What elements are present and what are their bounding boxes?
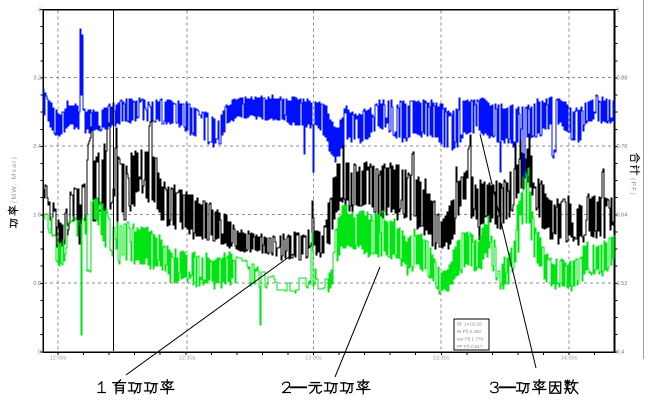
- svg-text:0.76: 0.76: [617, 144, 628, 150]
- svg-text:Bf: 14:02:28: Bf: 14:02:28: [457, 322, 482, 327]
- svg-text:(PF): (PF): [630, 178, 637, 196]
- svg-text:0: 0: [38, 350, 41, 356]
- svg-text:13:30s: 13:30s: [433, 356, 450, 362]
- svg-text:12:30s: 12:30s: [179, 356, 196, 362]
- svg-text:PF Ff) 0.817: PF Ff) 0.817: [457, 344, 483, 349]
- svg-text:1: 1: [617, 8, 620, 14]
- svg-text:13:00s: 13:00s: [305, 356, 322, 362]
- svg-text:W Ff) 2.482: W Ff) 2.482: [457, 329, 481, 334]
- svg-text:(MW, Mvar): (MW, Mvar): [11, 156, 18, 203]
- svg-text:4: 4: [38, 8, 41, 14]
- svg-text:3.2: 3.2: [33, 76, 41, 82]
- svg-text:0.8: 0.8: [33, 281, 41, 287]
- svg-text:2.4: 2.4: [33, 144, 41, 150]
- svg-text:0.88: 0.88: [617, 76, 628, 82]
- svg-text:var Ff) 1.778: var Ff) 1.778: [457, 337, 483, 342]
- svg-text:12:00s: 12:00s: [50, 356, 67, 362]
- svg-text:0.64: 0.64: [617, 213, 628, 219]
- svg-text:0.4: 0.4: [617, 350, 625, 356]
- svg-text:1.6: 1.6: [33, 213, 41, 219]
- svg-text:0.52: 0.52: [617, 281, 628, 287]
- svg-text:14:00s: 14:00s: [561, 356, 578, 362]
